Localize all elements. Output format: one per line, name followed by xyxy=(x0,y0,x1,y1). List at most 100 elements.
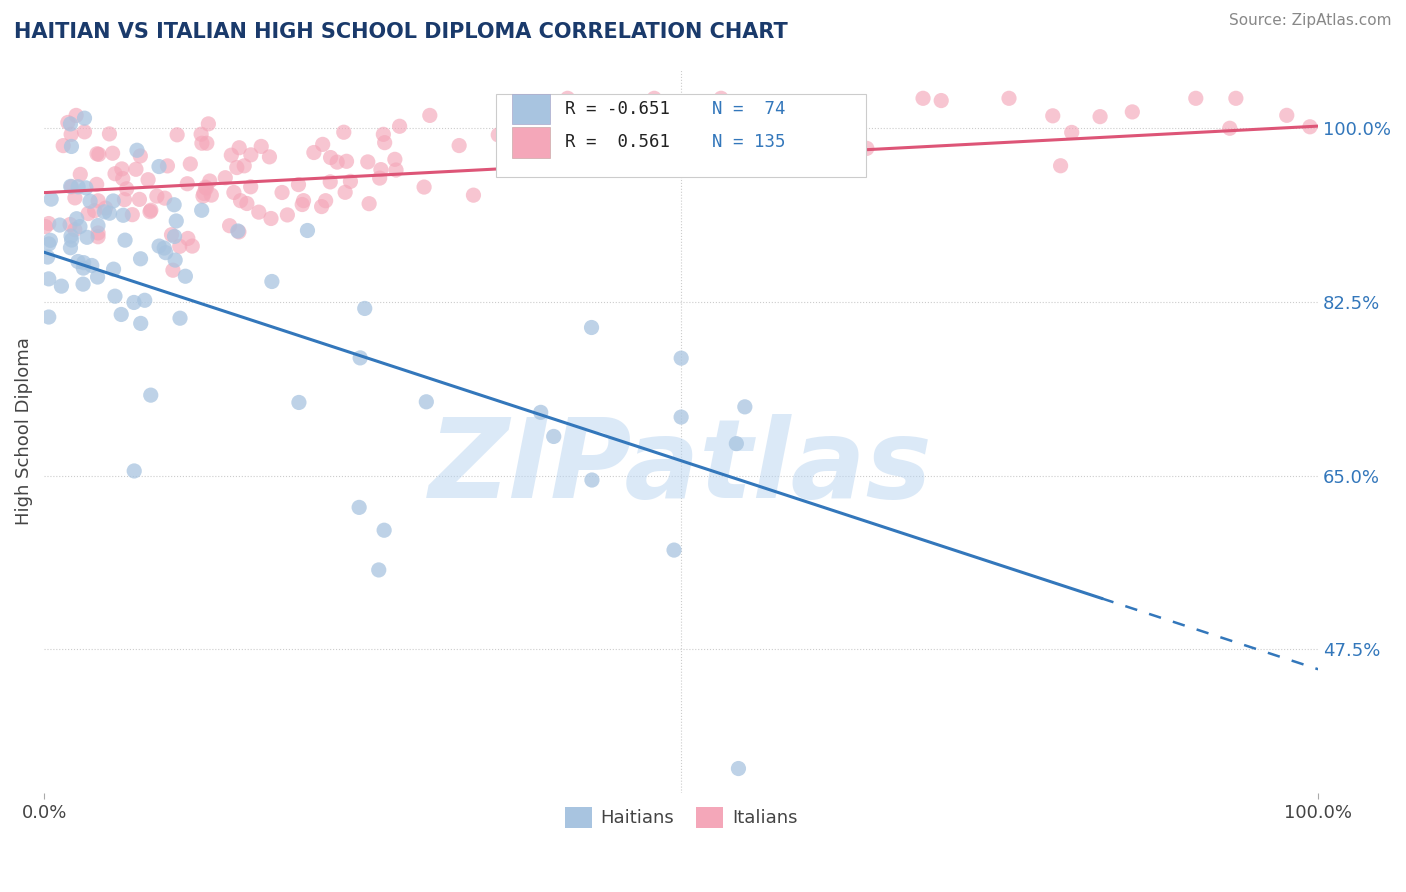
Point xyxy=(59,241,82,255)
Text: N = 135: N = 135 xyxy=(711,134,785,152)
Point xyxy=(236,196,259,211)
Point xyxy=(153,191,176,205)
Point xyxy=(166,128,188,142)
Point xyxy=(75,181,97,195)
Point xyxy=(239,148,262,162)
Text: ZIPatlas: ZIPatlas xyxy=(429,414,934,521)
Point xyxy=(60,233,83,247)
Point xyxy=(339,174,361,188)
Point xyxy=(52,138,75,153)
Point xyxy=(139,388,162,402)
Point xyxy=(59,179,82,194)
Point xyxy=(160,227,183,242)
Point xyxy=(413,180,436,194)
Point xyxy=(114,233,136,247)
Point xyxy=(169,239,191,253)
Point xyxy=(125,162,148,177)
Point xyxy=(373,523,395,537)
Text: R =  0.561: R = 0.561 xyxy=(565,134,671,152)
Point xyxy=(543,429,565,443)
Point xyxy=(66,254,89,268)
Point xyxy=(218,219,240,233)
Point xyxy=(734,400,756,414)
Point xyxy=(1049,159,1071,173)
Point xyxy=(87,229,110,244)
Point xyxy=(198,174,221,188)
Point xyxy=(222,186,245,200)
Text: Source: ZipAtlas.com: Source: ZipAtlas.com xyxy=(1229,13,1392,29)
Point xyxy=(773,132,796,146)
Point xyxy=(191,136,214,151)
Point xyxy=(1088,110,1111,124)
FancyBboxPatch shape xyxy=(512,128,550,158)
Point xyxy=(1060,125,1083,139)
Point xyxy=(190,203,212,218)
Point xyxy=(384,153,406,167)
Point xyxy=(176,177,198,191)
Point xyxy=(66,211,89,226)
Point xyxy=(103,194,125,208)
Point xyxy=(87,219,110,233)
Point xyxy=(589,143,612,157)
Point xyxy=(163,198,186,212)
Point xyxy=(347,500,370,515)
FancyBboxPatch shape xyxy=(512,94,550,124)
Point xyxy=(831,157,853,171)
Point xyxy=(200,188,222,202)
Point xyxy=(156,159,179,173)
Point xyxy=(136,172,159,186)
Point xyxy=(1042,109,1064,123)
Point xyxy=(80,259,103,273)
Point xyxy=(129,252,152,266)
Point xyxy=(312,137,335,152)
Point xyxy=(530,145,553,159)
Point xyxy=(104,289,127,303)
Point xyxy=(669,351,692,366)
Point xyxy=(221,148,243,162)
Point xyxy=(56,115,79,129)
Point xyxy=(38,310,60,324)
Point xyxy=(87,147,110,161)
Point xyxy=(129,149,152,163)
Point xyxy=(125,143,148,157)
Point xyxy=(174,269,197,284)
Point xyxy=(233,159,256,173)
Point xyxy=(912,91,935,105)
Legend: Haitians, Italians: Haitians, Italians xyxy=(557,800,804,835)
Point xyxy=(77,206,100,220)
Point xyxy=(292,194,315,208)
Point xyxy=(146,189,169,203)
Point xyxy=(67,179,90,194)
Point xyxy=(165,253,187,268)
Point xyxy=(148,160,170,174)
Point xyxy=(39,233,62,247)
Point xyxy=(799,120,821,134)
Point xyxy=(388,120,411,134)
Text: HAITIAN VS ITALIAN HIGH SCHOOL DIPLOMA CORRELATION CHART: HAITIAN VS ITALIAN HIGH SCHOOL DIPLOMA C… xyxy=(14,22,787,42)
Point xyxy=(239,179,262,194)
Point xyxy=(153,241,176,255)
Point xyxy=(194,180,217,194)
Point xyxy=(276,208,298,222)
Point xyxy=(370,162,392,177)
Point xyxy=(260,211,283,226)
Point xyxy=(139,204,162,219)
Point xyxy=(129,317,152,331)
Point xyxy=(59,218,82,232)
Text: R = -0.651: R = -0.651 xyxy=(565,100,671,118)
Point xyxy=(449,138,471,153)
Point xyxy=(666,130,689,145)
Point xyxy=(110,308,132,322)
Point xyxy=(60,139,83,153)
Point xyxy=(39,192,62,206)
Point xyxy=(333,125,356,139)
Point xyxy=(228,141,250,155)
Point xyxy=(419,108,441,122)
Point xyxy=(787,139,810,153)
Point xyxy=(169,311,191,326)
Point xyxy=(63,191,86,205)
Point xyxy=(163,229,186,244)
Point xyxy=(839,116,862,130)
Point xyxy=(581,320,603,334)
Point xyxy=(385,163,408,178)
